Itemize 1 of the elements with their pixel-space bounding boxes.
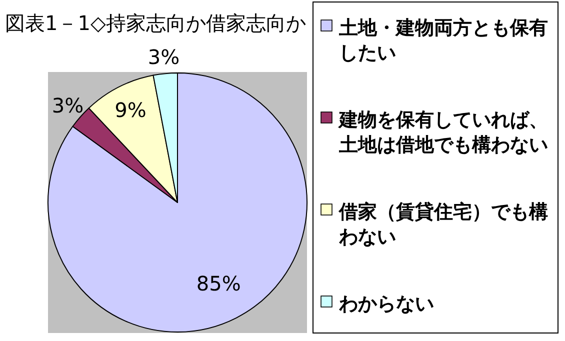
title: 図表1－1◇持家志向か借家志向か [5, 11, 306, 35]
